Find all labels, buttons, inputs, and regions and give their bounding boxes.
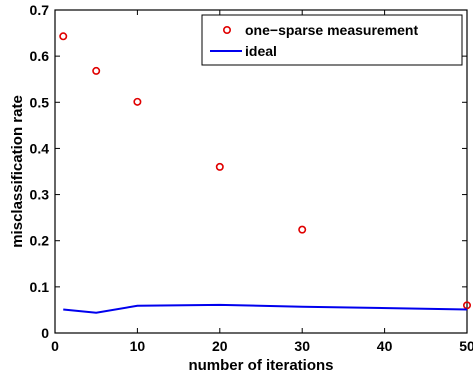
- x-tick-label: 50: [459, 338, 473, 354]
- legend-entry-one-sparse: one−sparse measurement: [245, 22, 418, 38]
- y-tick-label: 0.4: [30, 140, 50, 156]
- legend-entry-ideal: ideal: [245, 43, 277, 59]
- legend: one−sparse measurement ideal: [201, 14, 463, 66]
- x-tick-label: 10: [130, 338, 146, 354]
- legend-marker-one-sparse: [223, 25, 232, 34]
- x-tick-label: 20: [212, 338, 228, 354]
- series-line-ideal: [63, 303, 468, 314]
- y-tick-label: 0.3: [30, 187, 50, 203]
- legend-box: [201, 14, 463, 66]
- y-tick-label: 0.2: [30, 233, 50, 249]
- y-tick-label: 0: [41, 325, 49, 341]
- data-point-one-sparse: [133, 97, 142, 106]
- y-axis-label: misclassification rate: [9, 95, 26, 248]
- y-tick-label: 0.6: [30, 48, 50, 64]
- x-tick-label: 0: [51, 338, 59, 354]
- y-tick-label: 0.1: [30, 279, 50, 295]
- data-marks: [59, 32, 471, 314]
- data-point-one-sparse: [59, 32, 68, 41]
- x-tick-label: 30: [294, 338, 310, 354]
- data-point-one-sparse: [92, 66, 101, 75]
- data-point-one-sparse: [298, 225, 307, 234]
- y-tick-label: 0.7: [30, 2, 50, 18]
- y-tick-label: 0.5: [30, 94, 50, 110]
- axis-ticks: 0 10 20 30 40 50 0 0.1 0.2 0.3 0.4 0.5 0.6 0.7: [30, 2, 473, 354]
- data-point-one-sparse: [215, 162, 224, 171]
- x-axis-label: number of iterations: [188, 357, 333, 374]
- x-tick-label: 40: [377, 338, 393, 354]
